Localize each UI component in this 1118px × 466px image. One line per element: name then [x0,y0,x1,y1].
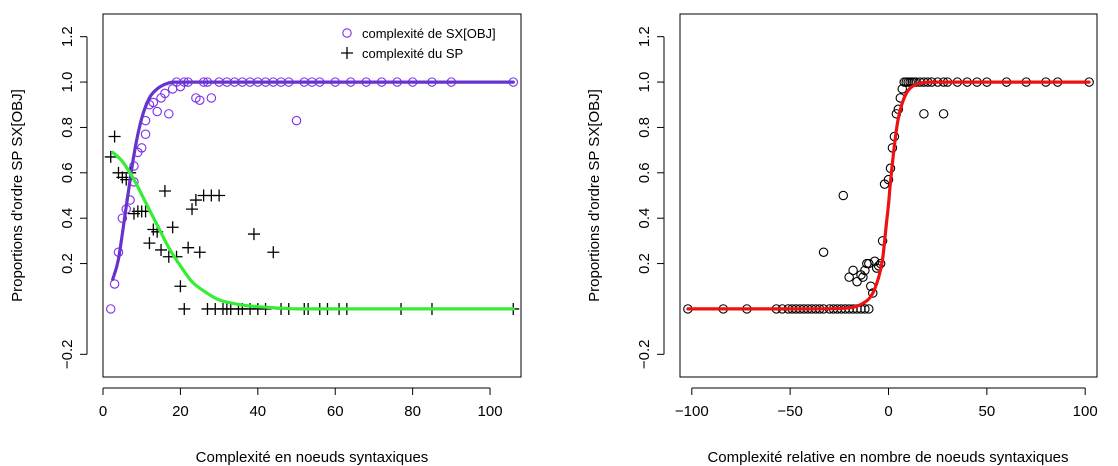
y-tick-label: 1.2 [636,26,653,47]
x-tick-label: 0 [884,403,892,420]
data-point-plus [108,130,121,143]
y-tick-label: 1.2 [59,26,76,47]
data-point-plus [267,246,280,259]
data-point-plus [186,203,199,216]
data-point-circle [848,265,858,276]
chart-panel-right: −100 −50 0 50 100 −0.2 0.2 0.4 0.6 0.8 1.0 1.2 Compl… [586,13,1098,466]
x-tick-label: 100 [478,403,503,420]
legend-marker-circle [342,28,352,38]
data-point-circle [136,143,147,153]
data-point-circle [938,109,949,119]
data-point-circle [864,258,874,269]
y-axis-label: Proportions d'ordre SP SX[OBJ] [9,89,26,302]
data-point-plus [143,237,156,250]
y-axis-label: Proportions d'ordre SP SX[OBJ] [586,89,603,302]
chart-panel-left: 0 20 40 60 80 100 −0.2 0.2 0.4 0.6 0.8 1.0 1.2 Comple… [9,13,522,466]
fitted-curve-1 [111,150,515,311]
data-point-circle [864,304,874,314]
data-point-circle [164,109,174,119]
legend-marker-plus [341,47,353,59]
x-tick-label: 100 [1073,403,1098,420]
plot-frame [679,13,1098,378]
series-0 [105,77,519,314]
x-tick-label: 20 [172,403,189,420]
x-tick-label: 50 [979,403,996,420]
data-point-circle [152,106,162,117]
data-point-circle [838,190,849,201]
x-axis-label: Complexité en noeuds syntaxiques [196,449,429,466]
legend-label: complexité du SP [362,46,463,61]
y-tick-label: 0.8 [59,117,76,138]
data-point-circle [858,272,868,282]
x-tick-label: −100 [675,403,709,420]
y-tick-label: 0.2 [636,253,653,274]
y-tick-label: 1.0 [59,72,76,93]
data-point-plus [178,302,191,315]
data-point-circle [919,109,929,119]
data-point-plus [104,150,117,163]
data-point-plus [166,221,179,234]
y-tick-label: 0.2 [59,253,76,274]
data-point-plus [155,243,168,256]
x-axis-label: Complexité relative en nombre de noeuds … [707,449,1068,466]
data-point-circle [877,236,888,246]
x-tick-label: 60 [327,403,344,420]
data-point-circle [109,279,120,289]
x-tick-label: −50 [777,403,802,420]
data-point-circle [148,97,159,108]
y-tick-label: 0.4 [59,208,76,229]
x-tick-label: 40 [249,403,266,420]
y-tick-label: 0.4 [636,208,653,229]
data-point-circle [860,304,870,314]
data-point-circle [140,129,151,139]
y-tick-label: 0.8 [636,117,653,138]
y-tick-label: −0.2 [636,340,653,370]
series-1 [104,130,520,315]
y-tick-label: 0.6 [636,162,653,183]
data-point-circle [160,88,170,99]
data-point-plus [174,280,187,293]
data-point-circle [818,247,829,257]
data-point-plus [247,228,260,241]
data-point-circle [206,93,217,103]
data-point-plus [193,246,206,259]
data-point-circle [883,174,894,185]
x-tick-label: 80 [404,403,421,420]
fitted-curve-0 [686,80,1091,311]
data-point-circle [195,95,205,105]
y-tick-label: 0.6 [59,162,76,183]
data-point-circle [291,115,302,126]
plot-area [683,77,1094,314]
data-point-plus [182,241,195,254]
data-point-circle [105,304,116,314]
legend-label: complexité de SX[OBJ] [362,26,496,41]
plot-area [104,77,520,315]
data-point-plus [189,194,202,207]
data-point-plus [158,184,171,197]
y-tick-label: 1.0 [636,72,653,93]
y-tick-label: −0.2 [59,340,76,370]
data-point-circle [868,288,878,298]
plot-frame [102,13,522,378]
legend: complexité de SX[OBJ] complexité du SP [341,26,496,61]
x-tick-label: 0 [99,403,107,420]
data-point-plus [213,189,226,202]
